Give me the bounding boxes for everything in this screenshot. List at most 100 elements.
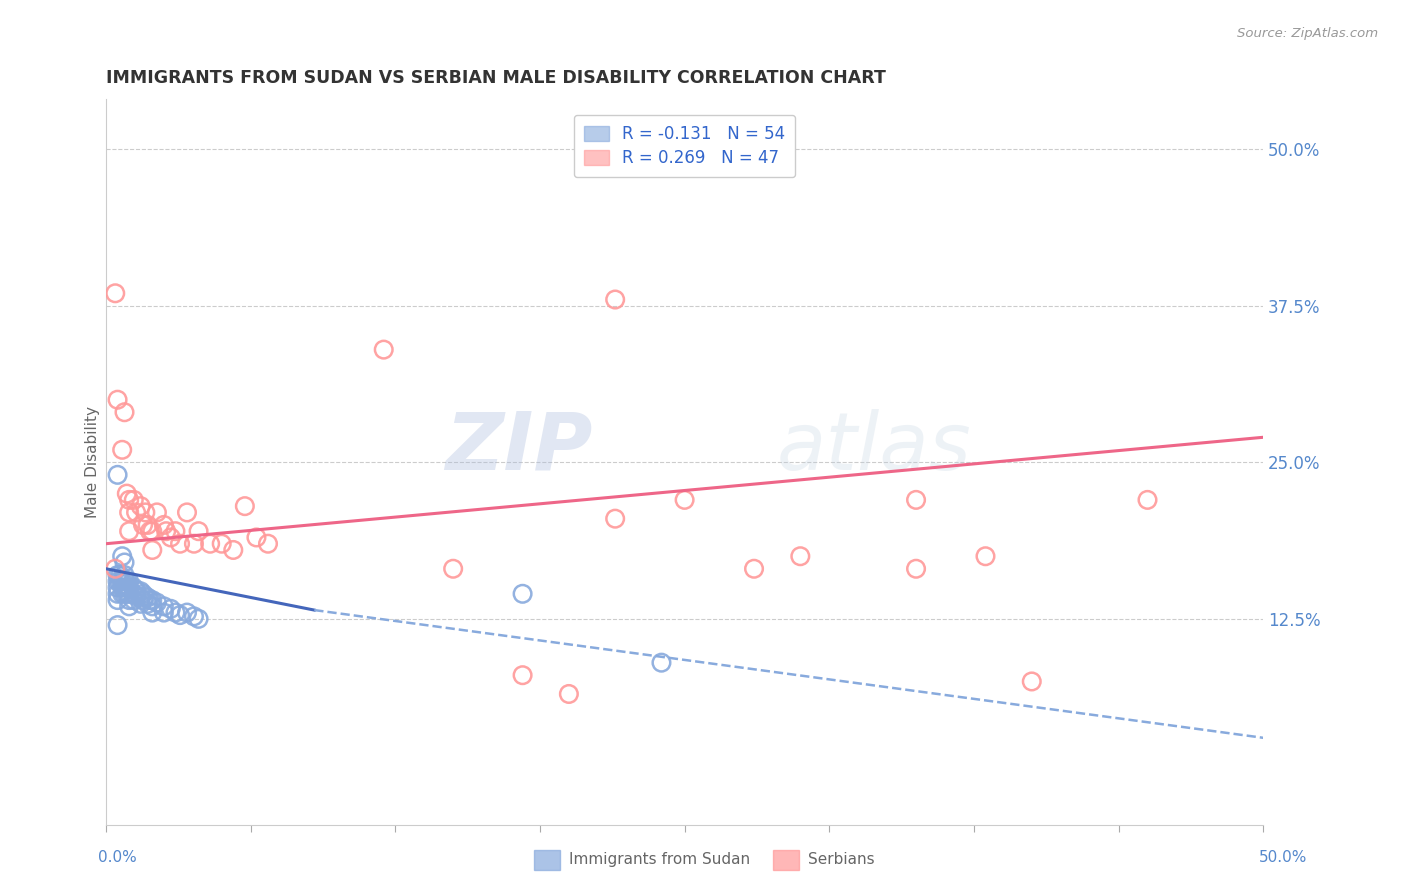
Point (132, 517, 155, 532)
Point (115, 574, 138, 589)
Text: ZIP: ZIP (444, 409, 592, 487)
Point (104, 286, 127, 301)
Point (153, 517, 176, 532)
Point (211, 537, 233, 551)
Legend: R = -0.131   N = 54, R = 0.269   N = 47: R = -0.131 N = 54, R = 0.269 N = 47 (574, 115, 796, 178)
Point (373, 343, 395, 357)
Point (650, 656, 672, 670)
Point (198, 537, 221, 551)
Point (905, 492, 928, 507)
Point (118, 524, 141, 539)
Point (108, 574, 131, 589)
Point (115, 587, 138, 601)
Point (111, 587, 134, 601)
Text: Source: ZipAtlas.com: Source: ZipAtlas.com (1237, 27, 1378, 40)
Point (111, 574, 134, 589)
Point (118, 587, 141, 601)
Point (134, 590, 156, 604)
Y-axis label: Male Disability: Male Disability (86, 407, 100, 518)
Point (118, 505, 141, 519)
Point (107, 618, 129, 632)
Point (122, 587, 145, 601)
Point (122, 581, 145, 595)
Point (136, 591, 159, 605)
Point (104, 562, 127, 576)
Point (118, 599, 141, 614)
Point (512, 668, 534, 682)
Point (111, 549, 134, 564)
Point (245, 531, 267, 545)
Point (176, 606, 198, 620)
Point (139, 524, 162, 539)
Point (107, 587, 129, 601)
Point (129, 584, 152, 599)
Point (125, 590, 148, 604)
Point (107, 581, 129, 595)
Point (122, 492, 145, 507)
Point (114, 568, 136, 582)
Point (1021, 674, 1043, 689)
Point (115, 486, 138, 500)
Point (129, 591, 152, 605)
Point (107, 574, 129, 589)
Text: Immigrants from Sudan: Immigrants from Sudan (569, 853, 751, 867)
Point (107, 392, 129, 407)
Point (132, 587, 155, 601)
Point (141, 543, 163, 558)
Point (183, 609, 205, 624)
Point (141, 524, 163, 539)
Point (974, 549, 997, 564)
Point (169, 537, 191, 551)
Point (159, 531, 181, 545)
Point (111, 581, 134, 595)
Point (605, 293, 627, 307)
Point (118, 593, 141, 607)
Point (169, 608, 191, 623)
Text: Serbians: Serbians (808, 853, 875, 867)
Point (183, 537, 205, 551)
Point (114, 587, 136, 601)
Point (122, 593, 145, 607)
Point (125, 582, 148, 597)
Point (153, 606, 176, 620)
Point (165, 606, 187, 620)
Point (233, 499, 256, 513)
Text: IMMIGRANTS FROM SUDAN VS SERBIAN MALE DISABILITY CORRELATION CHART: IMMIGRANTS FROM SUDAN VS SERBIAN MALE DI… (105, 69, 886, 87)
Point (132, 593, 155, 607)
Point (134, 505, 156, 519)
Point (107, 467, 129, 482)
Point (141, 593, 163, 607)
Point (129, 597, 152, 611)
Point (146, 596, 169, 610)
Point (118, 574, 141, 589)
Point (108, 568, 131, 582)
Text: 0.0%: 0.0% (98, 850, 138, 865)
Text: atlas: atlas (778, 409, 972, 487)
Point (605, 511, 627, 525)
Point (114, 574, 136, 589)
Point (742, 562, 765, 576)
Point (141, 599, 163, 614)
Point (1136, 492, 1159, 507)
Point (155, 524, 177, 539)
Point (673, 492, 696, 507)
Point (512, 587, 534, 601)
Point (257, 537, 280, 551)
Point (176, 505, 198, 519)
Point (107, 568, 129, 582)
Text: 50.0%: 50.0% (1260, 850, 1308, 865)
Point (136, 517, 159, 532)
Point (789, 549, 811, 564)
Point (905, 562, 928, 576)
Point (146, 505, 169, 519)
Point (114, 556, 136, 570)
Point (114, 405, 136, 419)
Point (118, 581, 141, 595)
Point (118, 492, 141, 507)
Point (159, 602, 181, 616)
Point (187, 524, 209, 539)
Point (111, 442, 134, 457)
Point (187, 612, 209, 626)
Point (115, 581, 138, 595)
Point (139, 593, 162, 607)
